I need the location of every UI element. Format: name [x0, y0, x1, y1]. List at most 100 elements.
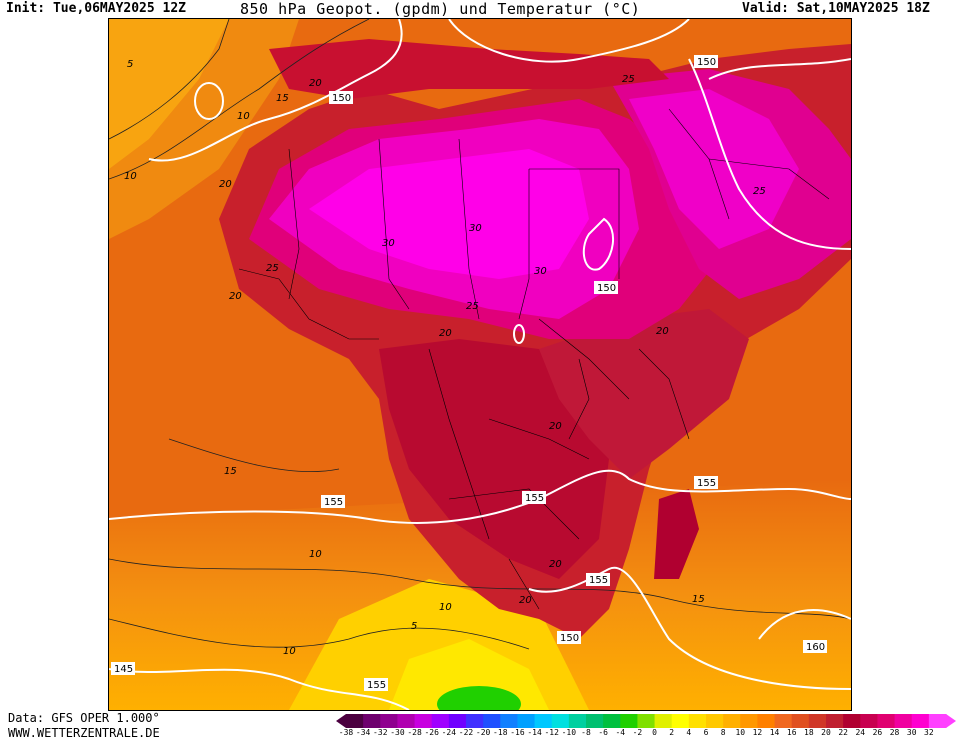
scale-swatch: [826, 714, 844, 728]
map-title: 850 hPa Geopot. (gpdm) und Temperatur (°…: [240, 0, 641, 18]
east-africa-heat: [539, 309, 749, 479]
scale-tick-label: 8: [720, 728, 726, 737]
scale-swatch: [843, 714, 861, 728]
data-source: Data: GFS OPER 1.000°: [8, 711, 160, 725]
scale-tick-label: 30: [906, 728, 917, 737]
scale-tick-label: -6: [598, 728, 608, 737]
isotherm-label: 25: [266, 263, 279, 274]
scale-swatch: [706, 714, 724, 728]
nw-cooler-zone: [109, 19, 229, 169]
isotherm-label: 30: [469, 223, 482, 234]
isotherm-label: 10: [124, 171, 137, 182]
scale-swatch: [808, 714, 827, 728]
scale-swatch: [894, 714, 913, 728]
temperature-isotherms: [109, 19, 851, 650]
isotherm-label: 30: [382, 238, 395, 249]
scale-swatch: [551, 714, 570, 728]
temperature-scale-ticks: -38 -34 -32 -30 -28 -26 -24 -22 -20 -18 -16 -14 -12-…: [336, 728, 956, 740]
isotherm-label: 25: [466, 301, 479, 312]
isotherm-label: 20: [309, 78, 322, 89]
scale-swatch: [534, 714, 553, 728]
scale-tick-label: 6: [703, 728, 709, 737]
scale-swatch: [603, 714, 621, 728]
scale-tick-label: 12: [752, 728, 763, 737]
scale-swatch: [431, 714, 450, 728]
scale-swatch: [483, 714, 501, 728]
scale-swatch: [466, 714, 484, 728]
isotherm-label: 20: [439, 328, 452, 339]
scale-swatch: [363, 714, 381, 728]
init-time: Init: Tue,06MAY2025 12Z: [6, 1, 187, 16]
label-155-d: 155: [589, 575, 608, 586]
scale-swatch: [774, 714, 793, 728]
scale-tick-label: -28: [407, 728, 422, 737]
scale-swatch: [757, 714, 776, 728]
sahara-extreme: [309, 149, 589, 279]
scale-swatch: [397, 714, 416, 728]
isotherm-label: 15: [276, 93, 289, 104]
label-150-b: 150: [697, 57, 716, 68]
geopotential-labels: 150 150 150 155 155 155 155 150 160 145 …: [111, 55, 827, 691]
scale-swatch: [620, 714, 638, 728]
scale-tick-label: 26: [872, 728, 883, 737]
isotherm-label: 10: [309, 549, 322, 560]
scale-tick-label: -8: [581, 728, 591, 737]
scale-swatch: [911, 714, 930, 728]
scale-tick-label: 0: [652, 728, 657, 737]
scale-swatch: [448, 714, 467, 728]
scale-tick-label: -32: [373, 728, 388, 737]
arabia-hotter: [629, 89, 799, 249]
scale-swatch: [928, 714, 947, 728]
borders: [238, 108, 830, 610]
scale-tick-label: -2: [632, 728, 643, 737]
label-155-a: 155: [324, 497, 343, 508]
scale-tick-label: 32: [924, 728, 934, 737]
scale-tick-label: 10: [735, 728, 746, 737]
madagascar-heat: [654, 489, 699, 579]
scale-tick-label: -16: [510, 728, 525, 737]
temperature-color-scale: [336, 713, 956, 728]
scale-tick-label: -4: [615, 728, 626, 737]
isotherm-label: 20: [656, 326, 669, 337]
isotherm-label: 10: [283, 646, 296, 657]
scale-tick-label: 14: [769, 728, 780, 737]
scale-tick-label: 2: [669, 728, 675, 737]
isotherm-label: 25: [622, 74, 635, 85]
isotherm-label: 10: [237, 111, 250, 122]
scale-swatch: [500, 714, 518, 728]
scale-swatch: [860, 714, 878, 728]
label-155-c: 155: [697, 478, 716, 489]
scale-tick-label: -38: [338, 728, 354, 737]
scale-swatch: [688, 714, 707, 728]
isotherm-label: 25: [753, 186, 766, 197]
scale-tick-label: 16: [786, 728, 797, 737]
scale-tick-label: -20: [475, 728, 491, 737]
scale-min-arrow: [336, 714, 346, 728]
scale-tick-label: -34: [355, 728, 371, 737]
scale-tick-label: -10: [561, 728, 577, 737]
valid-time: Valid: Sat,10MAY2025 18Z: [742, 1, 930, 16]
color-scale-svg: [336, 714, 956, 728]
scale-swatch: [517, 714, 536, 728]
label-150-d: 150: [560, 633, 579, 644]
scale-swatch: [637, 714, 656, 728]
scale-tick-label: -26: [424, 728, 439, 737]
isotherm-label: 15: [224, 466, 237, 477]
scale-tick-label: -30: [390, 728, 405, 737]
geopotential-contours: [109, 19, 851, 710]
temperature-labels: 5 10 10 15 20 20 25 25 25 20 30 30 30 25…: [124, 59, 766, 657]
scale-swatch: [877, 714, 896, 728]
website-link[interactable]: WWW.WETTERZENTRALE.DE: [8, 726, 160, 740]
scale-swatch: [654, 714, 673, 728]
scale-tick-label: -18: [493, 728, 508, 737]
label-160: 160: [806, 642, 825, 653]
isotherm-label: 5: [127, 59, 133, 70]
scale-swatch: [568, 714, 587, 728]
scale-tick-label: 18: [804, 728, 814, 737]
scale-swatch: [346, 714, 364, 728]
scale-swatch: [671, 714, 690, 728]
scale-swatch: [380, 714, 398, 728]
scale-swatch: [414, 714, 433, 728]
scale-swatch: [791, 714, 810, 728]
isotherm-label: 20: [549, 559, 562, 570]
